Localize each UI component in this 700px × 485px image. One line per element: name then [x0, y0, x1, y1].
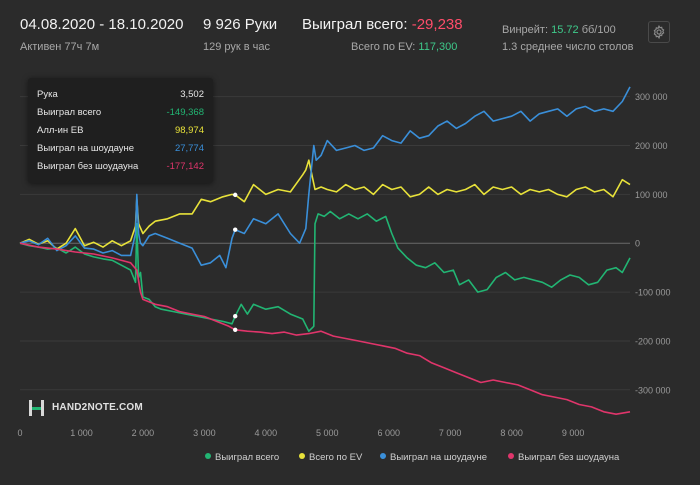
chart-legend: Выиграл всего Всего по EV Выиграл на шоу… [0, 448, 700, 468]
series-non-showdown-line[interactable] [19, 242, 631, 416]
legend-swatch [508, 453, 514, 460]
won-total-label: Выиграл всего: [302, 16, 408, 33]
x-tick-label: 9 000 [562, 428, 585, 438]
chart-hover-markers [233, 192, 238, 332]
active-time: Активен 77ч 7м [20, 41, 100, 53]
tooltip-value: 98,974 [174, 125, 204, 136]
legend-swatch [205, 453, 211, 460]
hover-marker [233, 192, 238, 198]
y-tick-label: 100 000 [635, 190, 668, 200]
hover-marker [233, 327, 238, 332]
won-total-value: -29,238 [411, 16, 463, 33]
tooltip-value: 3,502 [180, 89, 204, 100]
ev-total-label: Всего по EV: [351, 41, 416, 53]
hands-count: 9 926 Руки [203, 16, 278, 33]
hand2note-logo-text: HAND2NOTE.COM [52, 402, 143, 413]
x-tick-label: 7 000 [439, 428, 462, 438]
tooltip-label: Алл-ин EB [37, 125, 84, 136]
y-tick-label: -300 000 [635, 385, 671, 395]
tooltip-value: -149,368 [166, 107, 204, 118]
x-tick-label: 6 000 [377, 428, 400, 438]
settings-button[interactable] [648, 21, 670, 43]
chart-series [19, 86, 631, 416]
hand2note-logo-icon [29, 400, 44, 416]
y-tick-label: -200 000 [635, 336, 671, 346]
hover-tooltip: Рука 3,502 Выиграл всего -149,368 Алл-ин… [28, 78, 213, 183]
legend-label: Выиграл на шоудауне [390, 452, 488, 463]
won-total: Выиграл всего: -29,238 [302, 16, 463, 33]
legend-label: Выиграл всего [215, 452, 280, 463]
gear-icon [653, 25, 665, 39]
y-tick-label: -100 000 [635, 288, 671, 298]
avg-tables: 1.3 среднее число столов [502, 41, 634, 53]
tooltip-row: Рука 3,502 [37, 89, 204, 103]
tooltip-label: Выиграл всего [37, 107, 102, 118]
tooltip-row: Выиграл всего -149,368 [37, 107, 204, 121]
legend-item[interactable]: Выиграл без шоудауна [508, 452, 619, 463]
legend-label: Выиграл без шоудауна [518, 452, 620, 463]
winrate-label: Винрейт: [502, 24, 549, 36]
legend-label: Всего по EV [309, 452, 363, 463]
x-tick-label: 4 000 [255, 428, 278, 438]
legend-item[interactable]: Всего по EV [299, 452, 362, 463]
x-axis-labels: 0 1 000 2 000 3 000 4 000 5 000 6 000 7 000 8 00… [17, 428, 584, 438]
y-tick-label: 0 [635, 239, 640, 249]
legend-item[interactable]: Выиграл на шоудауне [380, 452, 487, 463]
tooltip-row: Алл-ин EB 98,974 [37, 125, 204, 139]
x-tick-label: 0 [17, 428, 22, 438]
tooltip-label: Выиграл на шоудауне [37, 143, 135, 154]
date-range[interactable]: 04.08.2020 - 18.10.2020 [20, 16, 184, 33]
header: 04.08.2020 - 18.10.2020 Активен 77ч 7м 9… [0, 0, 700, 62]
x-tick-label: 2 000 [132, 428, 155, 438]
ev-total-value: 117,300 [418, 41, 458, 53]
hover-marker [233, 227, 238, 232]
x-tick-label: 1 000 [70, 428, 93, 438]
y-axis-labels: 300 000 200 000 100 000 0 -100 000 -200 000 -3… [635, 92, 671, 395]
x-tick-label: 8 000 [500, 428, 523, 438]
tooltip-value: -177,142 [166, 161, 204, 172]
series-won-total-line[interactable] [19, 210, 631, 333]
series-ev-line[interactable] [19, 159, 631, 250]
tooltip-label: Рука [37, 89, 58, 100]
winrate-value: 15.72 [551, 24, 579, 36]
legend-item[interactable]: Выиграл всего [205, 452, 279, 463]
x-tick-label: 3 000 [193, 428, 216, 438]
y-tick-label: 300 000 [635, 92, 668, 102]
winrate: Винрейт: 15.72 бб/100 [502, 24, 616, 36]
legend-swatch [299, 453, 305, 460]
tooltip-row: Выиграл без шоудауна -177,142 [37, 161, 204, 175]
ev-total: Всего по EV: 117,300 [351, 41, 457, 53]
x-tick-label: 5 000 [316, 428, 339, 438]
chart[interactable]: 0 1 000 2 000 3 000 4 000 5 000 6 000 7 000 8 00… [0, 62, 700, 448]
tooltip-row: Выиграл на шоудауне 27,774 [37, 143, 204, 157]
legend-swatch [380, 453, 386, 460]
tooltip-label: Выиграл без шоудауна [37, 161, 139, 172]
tooltip-value: 27,774 [174, 143, 204, 154]
hands-per-hour: 129 рук в час [203, 41, 271, 53]
winrate-unit: бб/100 [581, 24, 616, 36]
y-tick-label: 200 000 [635, 141, 668, 151]
series-showdown-line[interactable] [19, 86, 631, 269]
hover-marker [233, 314, 238, 319]
